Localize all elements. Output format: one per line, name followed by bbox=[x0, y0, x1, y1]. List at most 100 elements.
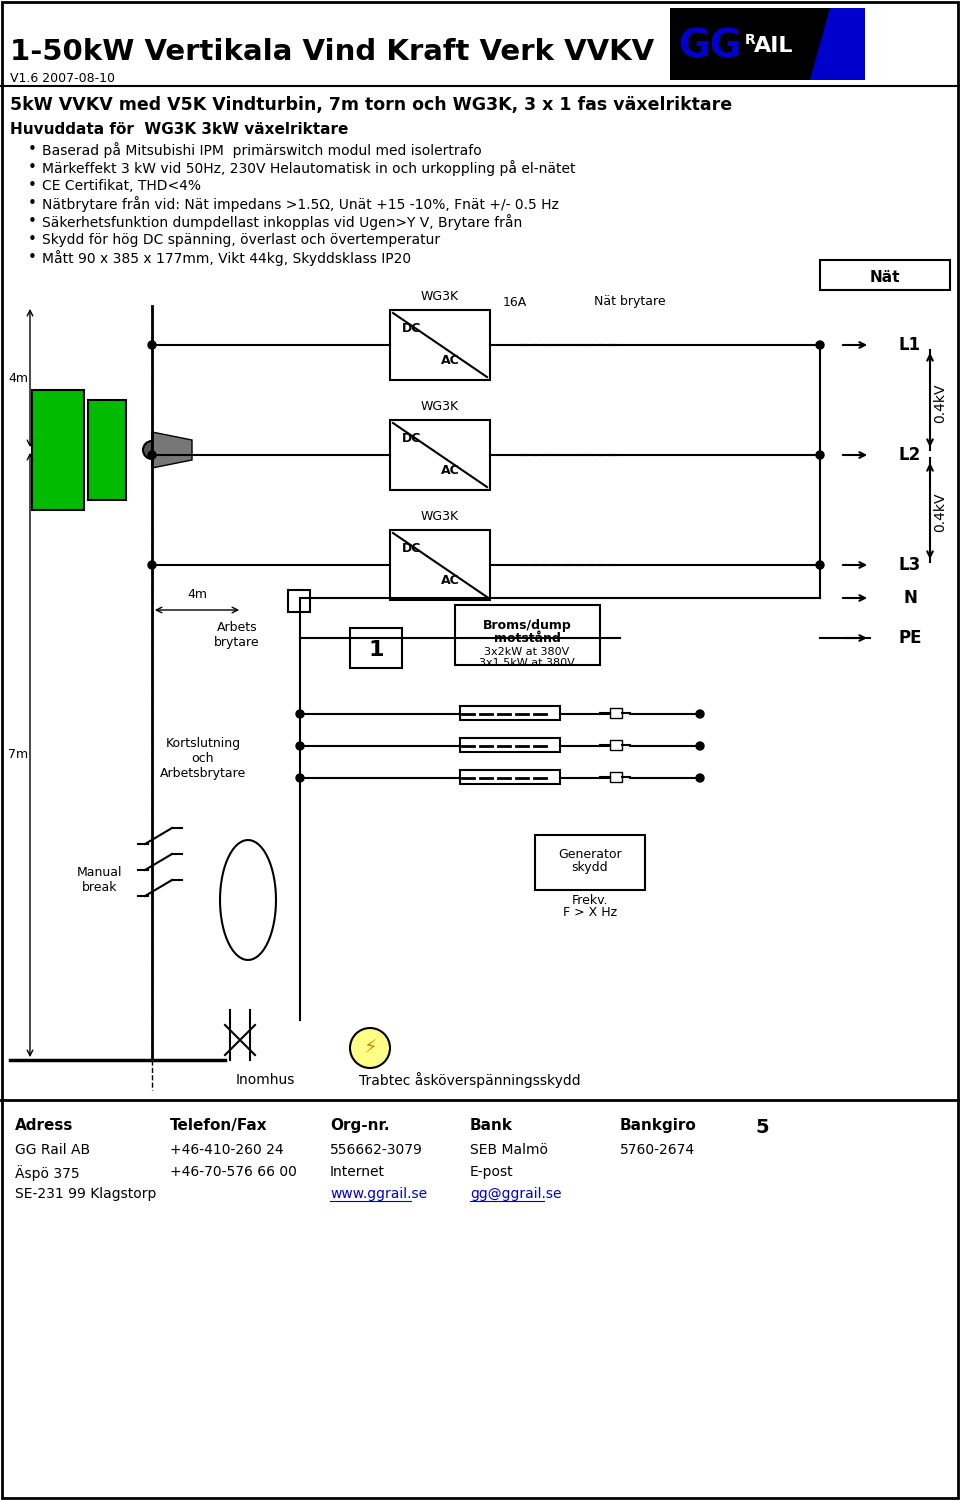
Circle shape bbox=[148, 561, 156, 568]
Text: Internet: Internet bbox=[330, 1166, 385, 1179]
Text: SE-231 99 Klagstorp: SE-231 99 Klagstorp bbox=[15, 1186, 156, 1202]
Text: DC: DC bbox=[402, 432, 421, 444]
Text: motstånd: motstånd bbox=[493, 632, 561, 645]
Text: Märkeffekt 3 kW vid 50Hz, 230V Helautomatisk in och urkoppling på el-nätet: Märkeffekt 3 kW vid 50Hz, 230V Helautoma… bbox=[42, 160, 575, 176]
Text: CE Certifikat, THD<4%: CE Certifikat, THD<4% bbox=[42, 178, 201, 194]
Text: •: • bbox=[28, 178, 36, 194]
Text: Bank: Bank bbox=[470, 1118, 513, 1132]
Text: Generator: Generator bbox=[558, 849, 622, 861]
Text: 3x2kW at 380V: 3x2kW at 380V bbox=[485, 646, 569, 657]
Bar bbox=[460, 738, 560, 752]
Bar bbox=[820, 260, 950, 290]
Text: Nätbrytare från vid: Nät impedans >1.5Ω, Unät +15 -10%, Fnät +/- 0.5 Hz: Nätbrytare från vid: Nät impedans >1.5Ω,… bbox=[42, 196, 559, 211]
Text: L3: L3 bbox=[899, 556, 922, 574]
Text: Adress: Adress bbox=[15, 1118, 73, 1132]
Text: Skydd för hög DC spänning, överlast och övertemperatur: Skydd för hög DC spänning, överlast och … bbox=[42, 232, 440, 248]
Bar bbox=[610, 740, 622, 750]
Bar bbox=[390, 530, 490, 600]
Text: Nät brytare: Nät brytare bbox=[594, 296, 666, 309]
Text: +46-410-260 24: +46-410-260 24 bbox=[170, 1143, 283, 1156]
Text: R: R bbox=[745, 33, 756, 46]
Text: Äspö 375: Äspö 375 bbox=[15, 1166, 80, 1180]
Text: 0.4kV: 0.4kV bbox=[933, 384, 947, 423]
Polygon shape bbox=[810, 8, 865, 80]
Circle shape bbox=[148, 452, 156, 459]
Bar bbox=[32, 390, 84, 510]
Bar bbox=[288, 590, 310, 612]
Text: 1: 1 bbox=[369, 640, 384, 660]
Text: PE: PE bbox=[899, 628, 922, 646]
Text: DC: DC bbox=[402, 542, 421, 555]
Bar bbox=[390, 420, 490, 491]
Text: ⚡: ⚡ bbox=[363, 1038, 377, 1058]
Bar bbox=[455, 604, 600, 664]
Text: gg@ggrail.se: gg@ggrail.se bbox=[470, 1186, 562, 1202]
Text: WG3K: WG3K bbox=[420, 399, 459, 412]
Bar bbox=[390, 310, 490, 380]
Text: N: N bbox=[903, 590, 917, 608]
Circle shape bbox=[148, 340, 156, 350]
Text: +46-70-576 66 00: +46-70-576 66 00 bbox=[170, 1166, 297, 1179]
Text: GG Rail AB: GG Rail AB bbox=[15, 1143, 90, 1156]
Text: GG: GG bbox=[678, 27, 742, 64]
Text: Kortslutning
och
Arbetsbrytare: Kortslutning och Arbetsbrytare bbox=[160, 736, 246, 780]
Circle shape bbox=[350, 1028, 390, 1068]
Text: Org-nr.: Org-nr. bbox=[330, 1118, 390, 1132]
Text: AC: AC bbox=[441, 464, 460, 477]
Text: AC: AC bbox=[441, 354, 460, 366]
Text: DC: DC bbox=[402, 321, 421, 334]
Circle shape bbox=[296, 710, 304, 718]
Text: •: • bbox=[28, 160, 36, 176]
Circle shape bbox=[816, 340, 824, 350]
Text: WG3K: WG3K bbox=[420, 510, 459, 522]
Text: 5kW VVKV med V5K Vindturbin, 7m torn och WG3K, 3 x 1 fas växelriktare: 5kW VVKV med V5K Vindturbin, 7m torn och… bbox=[10, 96, 732, 114]
Text: L1: L1 bbox=[899, 336, 921, 354]
Text: AIL: AIL bbox=[754, 36, 794, 56]
Text: WG3K: WG3K bbox=[420, 290, 459, 303]
Text: •: • bbox=[28, 196, 36, 211]
Bar bbox=[88, 400, 126, 500]
Text: V1.6 2007-08-10: V1.6 2007-08-10 bbox=[10, 72, 115, 84]
Circle shape bbox=[696, 774, 704, 782]
Text: 3x1.5kW at 380V: 3x1.5kW at 380V bbox=[479, 658, 575, 668]
Text: •: • bbox=[28, 251, 36, 266]
Text: 5: 5 bbox=[755, 1118, 769, 1137]
Text: Säkerhetsfunktion dumpdellast inkopplas vid Ugen>Y V, Brytare från: Säkerhetsfunktion dumpdellast inkopplas … bbox=[42, 214, 522, 230]
Text: Broms/dump: Broms/dump bbox=[483, 618, 571, 632]
Text: AC: AC bbox=[441, 573, 460, 586]
Circle shape bbox=[696, 710, 704, 718]
Text: Trabtec åsköverspänningsskydd: Trabtec åsköverspänningsskydd bbox=[359, 1072, 581, 1088]
Text: •: • bbox=[28, 214, 36, 230]
Text: Telefon/Fax: Telefon/Fax bbox=[170, 1118, 268, 1132]
Text: Arbets
brytare: Arbets brytare bbox=[214, 621, 260, 650]
Text: skydd: skydd bbox=[572, 861, 609, 874]
Circle shape bbox=[143, 441, 161, 459]
Text: 5760-2674: 5760-2674 bbox=[620, 1143, 695, 1156]
Text: 556662-3079: 556662-3079 bbox=[330, 1143, 422, 1156]
Text: F > X Hz: F > X Hz bbox=[563, 906, 617, 920]
Bar bbox=[460, 770, 560, 784]
Text: 0.4kV: 0.4kV bbox=[933, 492, 947, 532]
Circle shape bbox=[296, 774, 304, 782]
Text: Inomhus: Inomhus bbox=[235, 1072, 295, 1088]
Text: Frekv.: Frekv. bbox=[572, 894, 609, 906]
Circle shape bbox=[696, 742, 704, 750]
Text: L2: L2 bbox=[899, 446, 922, 464]
Text: 16A: 16A bbox=[503, 296, 527, 309]
Bar bbox=[460, 706, 560, 720]
Text: Baserad på Mitsubishi IPM  primärswitch modul med isolertrafo: Baserad på Mitsubishi IPM primärswitch m… bbox=[42, 142, 482, 158]
Text: SEB Malmö: SEB Malmö bbox=[470, 1143, 548, 1156]
Text: Huvuddata för  WG3K 3kW växelriktare: Huvuddata för WG3K 3kW växelriktare bbox=[10, 123, 348, 138]
Circle shape bbox=[296, 742, 304, 750]
Text: E-post: E-post bbox=[470, 1166, 514, 1179]
Text: 4m: 4m bbox=[8, 372, 28, 384]
Bar bbox=[670, 8, 865, 80]
Circle shape bbox=[816, 452, 824, 459]
Text: Bankgiro: Bankgiro bbox=[620, 1118, 697, 1132]
Bar bbox=[350, 628, 402, 668]
Circle shape bbox=[816, 561, 824, 568]
Text: 7m: 7m bbox=[8, 748, 28, 762]
Text: www.ggrail.se: www.ggrail.se bbox=[330, 1186, 427, 1202]
Text: Mått 90 x 385 x 177mm, Vikt 44kg, Skyddsklass IP20: Mått 90 x 385 x 177mm, Vikt 44kg, Skydds… bbox=[42, 251, 411, 266]
Text: •: • bbox=[28, 142, 36, 158]
